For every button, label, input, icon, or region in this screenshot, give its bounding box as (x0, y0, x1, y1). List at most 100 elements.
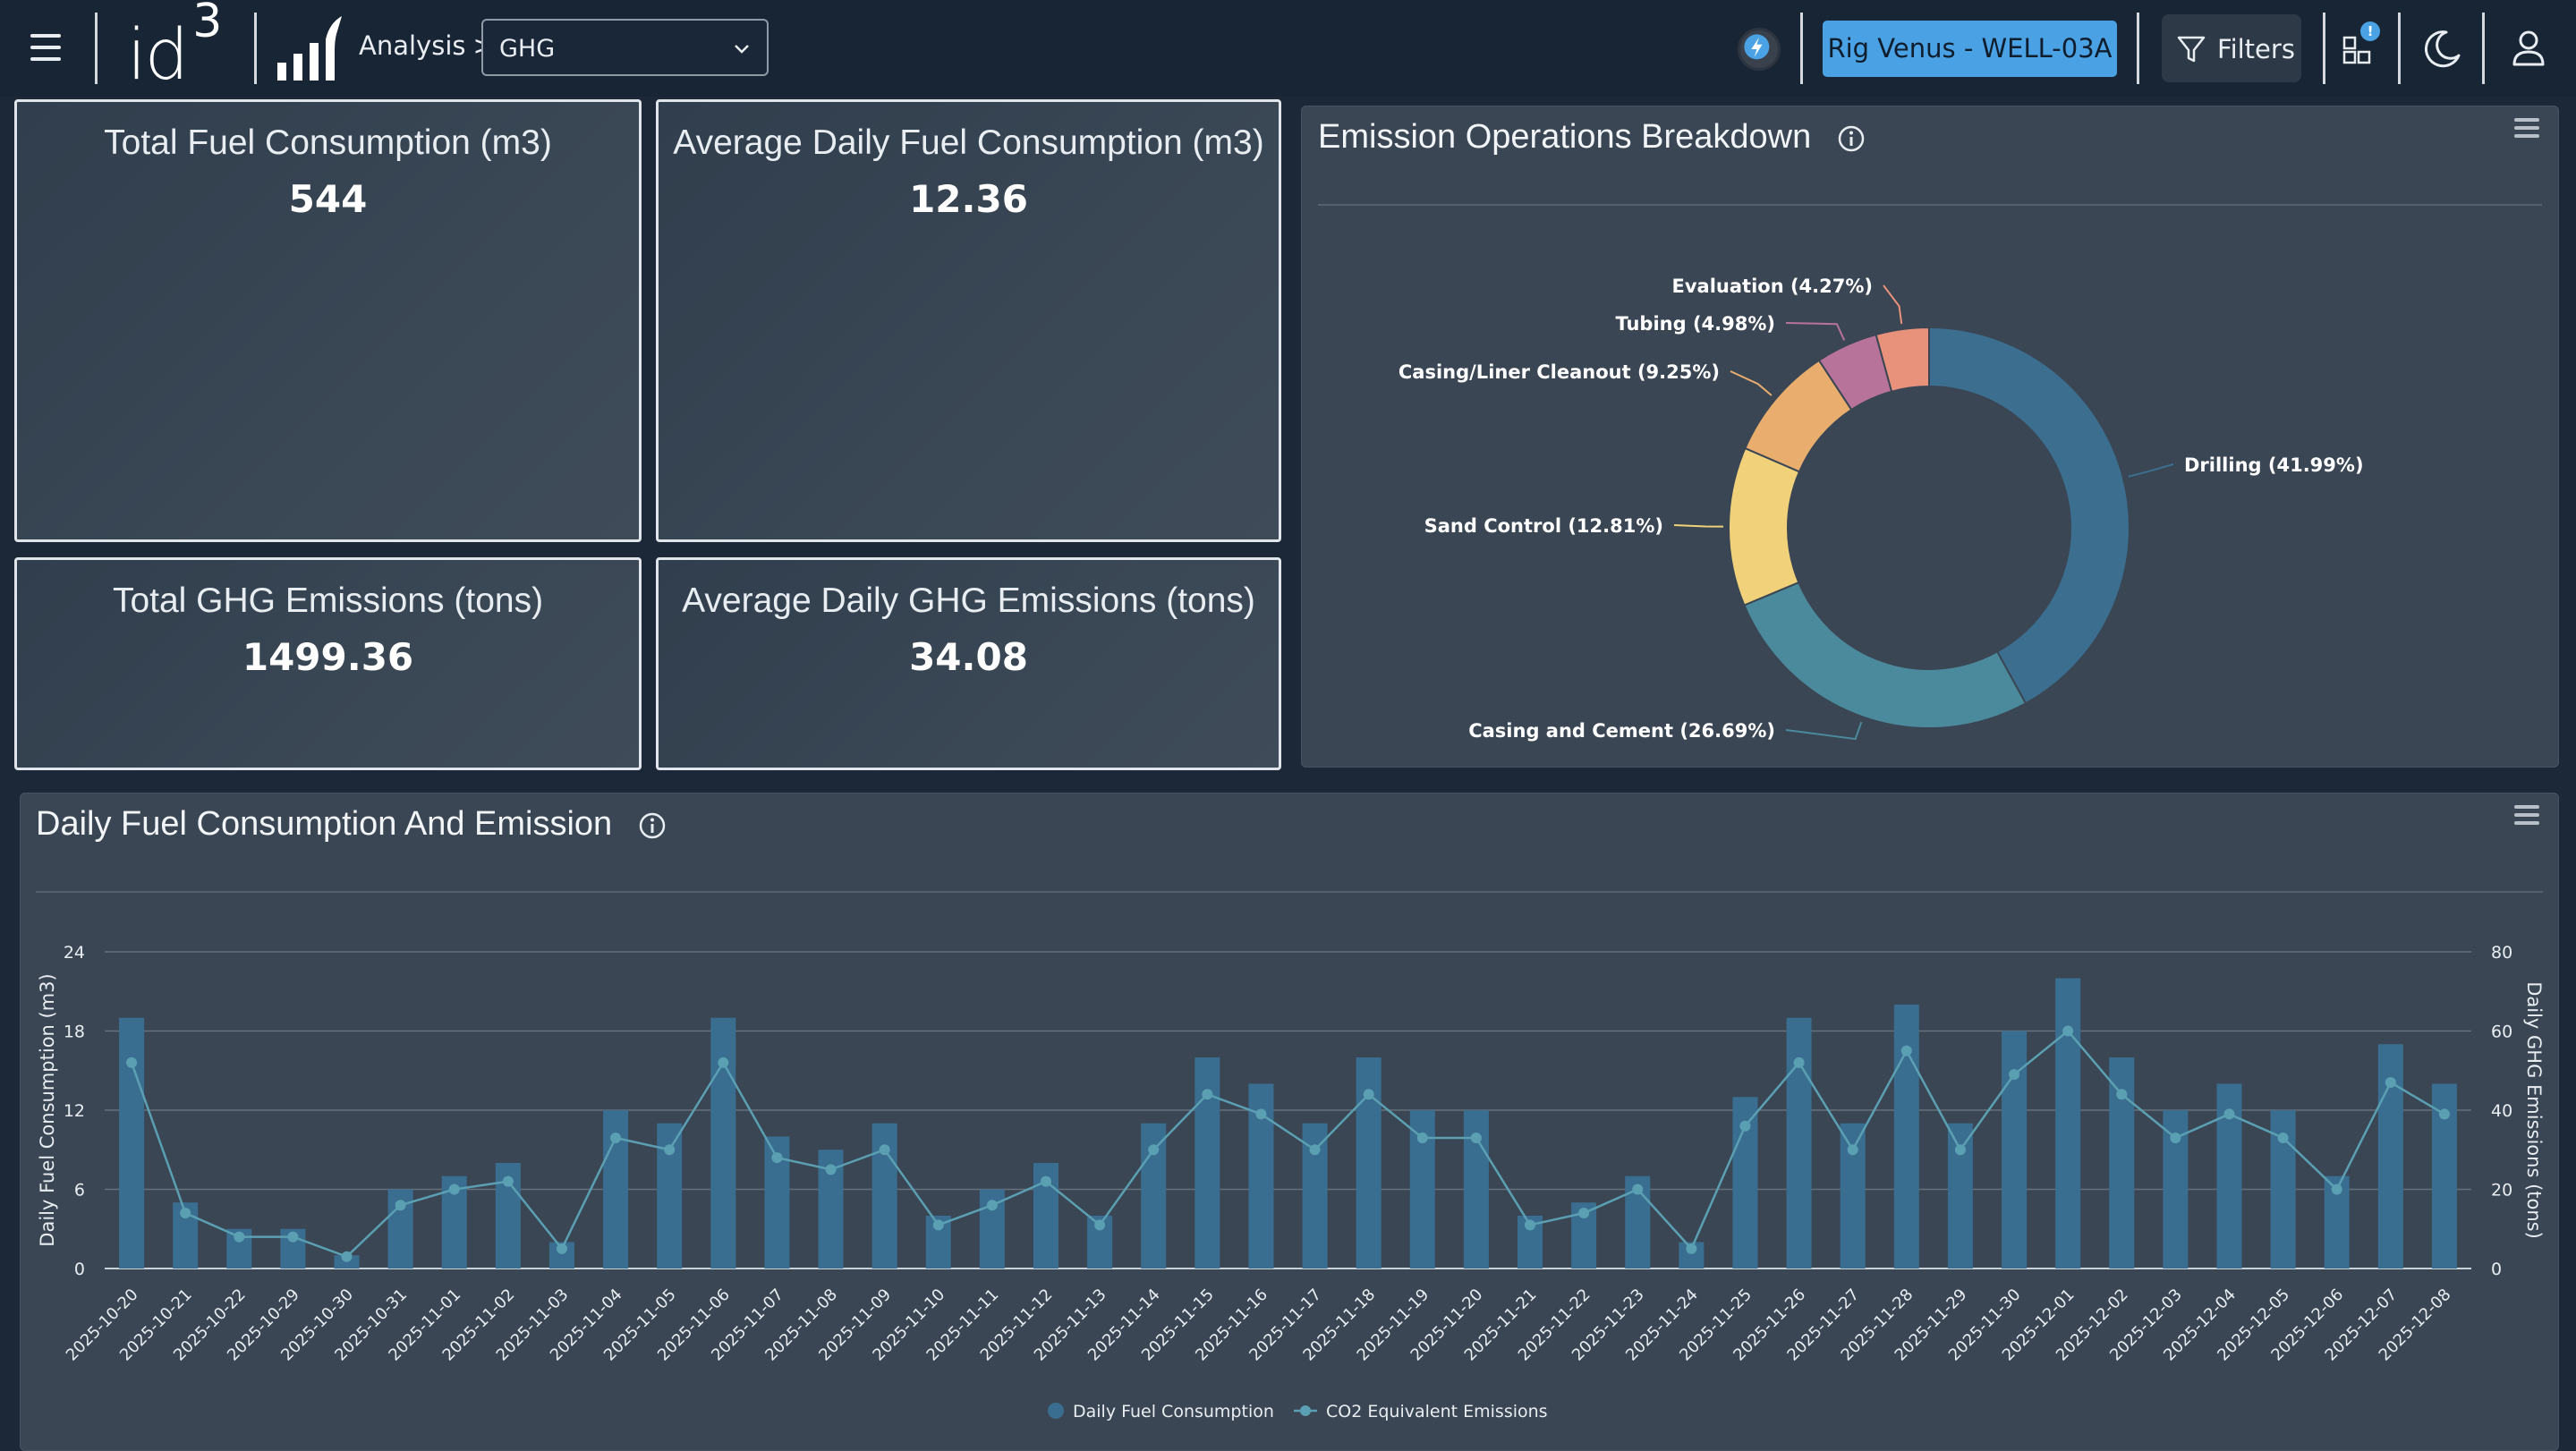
emission-point[interactable] (1040, 1175, 1051, 1187)
divider (2323, 13, 2325, 84)
emission-point[interactable] (1416, 1132, 1428, 1143)
y2-tick-label: 0 (2491, 1260, 2502, 1279)
donut-leader-line (1883, 284, 1903, 325)
emission-point[interactable] (2062, 1025, 2074, 1037)
signal-bars-icon (277, 16, 342, 81)
emission-point[interactable] (2331, 1184, 2342, 1195)
breadcrumb-analysis[interactable]: Analysis (359, 30, 466, 61)
emission-point[interactable] (1148, 1144, 1160, 1156)
emission-point[interactable] (126, 1056, 138, 1068)
top-bar: id3 Analysis> GHG Rig Venus - WELL-03A F… (0, 0, 2576, 97)
emission-point[interactable] (771, 1152, 783, 1164)
emission-point[interactable] (879, 1144, 890, 1156)
fuel-bar[interactable] (1893, 1005, 1919, 1269)
emission-point[interactable] (1900, 1045, 1912, 1056)
emission-point[interactable] (395, 1200, 406, 1211)
donut-slice[interactable] (1875, 326, 1930, 393)
emission-point[interactable] (1686, 1243, 1697, 1254)
legend-item[interactable]: Daily Fuel Consumption (1073, 1402, 1274, 1421)
emission-point[interactable] (825, 1164, 837, 1175)
emission-point[interactable] (2223, 1108, 2235, 1120)
emission-point[interactable] (2385, 1077, 2396, 1089)
emission-point[interactable] (1632, 1184, 1644, 1195)
emission-point[interactable] (718, 1056, 729, 1068)
divider (2398, 13, 2401, 84)
emission-point[interactable] (1363, 1089, 1374, 1100)
info-icon[interactable] (638, 811, 667, 840)
donut-slice[interactable] (1928, 326, 2130, 705)
y-axis-label: Daily Fuel Consumption (m3) (37, 973, 58, 1246)
theme-toggle[interactable] (2419, 25, 2466, 72)
emission-point[interactable] (2116, 1089, 2128, 1100)
emission-point[interactable] (1793, 1056, 1805, 1068)
emission-point[interactable] (502, 1175, 514, 1187)
emission-point[interactable] (1739, 1120, 1751, 1132)
emission-point[interactable] (1255, 1108, 1267, 1120)
emission-point[interactable] (341, 1251, 353, 1262)
donut-leader-line (2128, 463, 2174, 478)
emission-point[interactable] (234, 1231, 245, 1243)
kpi-value: 12.36 (909, 177, 1028, 221)
emission-point[interactable] (1309, 1144, 1321, 1156)
y2-tick-label: 60 (2491, 1022, 2512, 1042)
emission-point[interactable] (986, 1200, 998, 1211)
emission-point[interactable] (1525, 1219, 1536, 1231)
lightning-icon (1744, 34, 1770, 60)
user-profile-button[interactable] (2505, 25, 2552, 72)
emission-breakdown-panel: Emission Operations Breakdown Drilling (… (1301, 106, 2559, 768)
emission-point[interactable] (180, 1208, 191, 1219)
info-icon[interactable] (1837, 124, 1866, 153)
filters-button[interactable]: Filters (2162, 14, 2301, 82)
fuel-bar[interactable] (710, 1017, 736, 1269)
emission-point[interactable] (556, 1243, 567, 1254)
emission-point[interactable] (1847, 1144, 1858, 1156)
panel-title-text: Daily Fuel Consumption And Emission (36, 805, 613, 843)
emission-point[interactable] (2009, 1069, 2020, 1081)
breadcrumb[interactable]: Analysis> (359, 30, 495, 61)
panel-menu-icon[interactable] (2514, 805, 2539, 827)
divider (1318, 204, 2542, 206)
emission-point[interactable] (1094, 1219, 1106, 1231)
emission-point[interactable] (1470, 1132, 1482, 1143)
emission-line (130, 1029, 2445, 1259)
legend-marker-fuel (1048, 1403, 1064, 1419)
emission-point[interactable] (448, 1184, 460, 1195)
rig-well-button[interactable]: Rig Venus - WELL-03A (1823, 21, 2117, 77)
y2-axis-label: Daily GHG Emissions (tons) (2523, 981, 2545, 1239)
donut-label: Sand Control (12.81%) (1424, 515, 1663, 537)
donut-label: Drilling (41.99%) (2184, 454, 2364, 476)
donut-label: Casing/Liner Cleanout (9.25%) (1399, 361, 1720, 383)
fuel-bar[interactable] (2055, 978, 2081, 1269)
emission-point[interactable] (287, 1231, 299, 1243)
fuel-bar[interactable] (119, 1017, 145, 1269)
emission-point[interactable] (932, 1219, 944, 1231)
donut-label: Casing and Cement (26.69%) (1468, 720, 1775, 742)
emission-point[interactable] (1578, 1208, 1590, 1219)
notification-badge: ! (2360, 21, 2380, 41)
module-select[interactable]: GHG (481, 19, 769, 76)
widgets-button[interactable]: ! (2339, 21, 2385, 72)
emission-point[interactable] (2170, 1132, 2181, 1143)
emission-point[interactable] (664, 1144, 676, 1156)
divider (1800, 13, 1803, 84)
menu-icon[interactable] (30, 34, 61, 61)
daily-fuel-emission-panel: Daily Fuel Consumption And Emission 0 6 12… (20, 793, 2559, 1451)
fuel-bar[interactable] (1786, 1017, 1812, 1269)
chevron-down-icon (735, 45, 749, 54)
emission-point[interactable] (1954, 1144, 1966, 1156)
panel-title: Emission Operations Breakdown (1318, 118, 1866, 157)
emission-point[interactable] (610, 1132, 622, 1143)
legend-item[interactable]: CO2 Equivalent Emissions (1326, 1402, 1548, 1421)
emission-point[interactable] (1202, 1089, 1213, 1100)
y-tick-label: 0 (74, 1260, 85, 1279)
app-logo: id 3 (127, 0, 222, 96)
divider (95, 13, 98, 84)
panel-menu-icon[interactable] (2514, 118, 2539, 140)
donut-slice[interactable] (1743, 581, 2028, 729)
quick-action-button[interactable] (1738, 28, 1781, 71)
emission-point[interactable] (2438, 1108, 2450, 1120)
y2-tick-label: 20 (2491, 1181, 2512, 1201)
panel-title: Daily Fuel Consumption And Emission (36, 805, 667, 844)
emission-point[interactable] (2277, 1132, 2289, 1143)
donut-slice[interactable] (1728, 446, 1801, 607)
